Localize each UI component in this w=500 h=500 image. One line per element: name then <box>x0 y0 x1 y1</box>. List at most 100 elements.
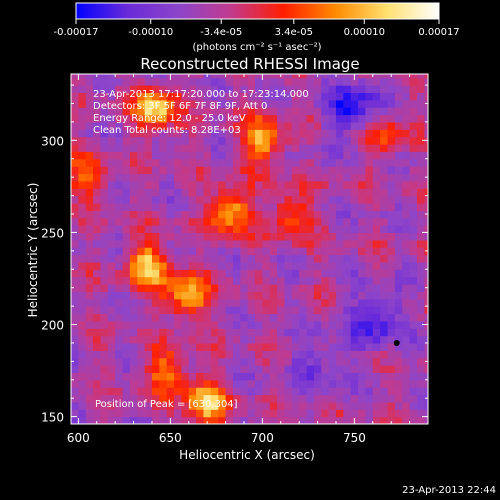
heatmap-cell <box>343 254 352 263</box>
heatmap-cell <box>181 92 190 101</box>
heatmap-cell <box>166 306 175 315</box>
heatmap-cell <box>144 284 153 292</box>
heatmap-cell <box>291 195 300 204</box>
heatmap-cell <box>387 284 396 292</box>
heatmap-cell <box>409 394 418 403</box>
heatmap-cell <box>402 320 411 329</box>
heatmap-cell <box>402 195 411 204</box>
heatmap-cell <box>166 409 175 418</box>
heatmap-cell <box>335 151 344 160</box>
heatmap-cell <box>137 357 146 366</box>
heatmap-cell <box>107 74 116 79</box>
heatmap-cell <box>277 144 286 152</box>
heatmap-cell <box>166 77 175 86</box>
heatmap-cell <box>409 387 418 396</box>
heatmap-cell <box>85 239 94 248</box>
heatmap-cell <box>284 166 293 175</box>
heatmap-cell <box>277 85 286 94</box>
heatmap-cell <box>240 372 249 381</box>
heatmap-cell <box>129 269 138 278</box>
heatmap-cell <box>306 291 315 300</box>
heatmap-cell <box>269 210 278 219</box>
heatmap-cell <box>181 166 190 175</box>
heatmap-cell <box>181 107 190 116</box>
heatmap-cell <box>255 401 263 410</box>
heatmap-cell <box>247 416 256 424</box>
heatmap-cell <box>225 409 234 418</box>
heatmap-cell <box>372 254 381 263</box>
heatmap-cell <box>380 284 389 292</box>
heatmap-cell <box>394 173 403 182</box>
heatmap-cell <box>365 350 374 359</box>
heatmap-cell <box>166 335 175 344</box>
heatmap-cell <box>144 365 153 374</box>
heatmap-cell <box>188 372 197 381</box>
heatmap-cell <box>365 335 374 344</box>
heatmap-cell <box>416 313 425 322</box>
heatmap-cell <box>424 342 428 351</box>
heatmap-cell <box>174 210 183 219</box>
heatmap-cell <box>122 320 131 329</box>
heatmap-cell <box>240 195 249 204</box>
y-tick-label: 300 <box>41 134 64 148</box>
heatmap-cell <box>210 298 219 307</box>
heatmap-cell <box>115 276 124 285</box>
heatmap-cell <box>225 394 234 403</box>
heatmap-cell <box>255 291 263 300</box>
heatmap-cell <box>365 379 374 388</box>
heatmap-cell <box>306 394 315 403</box>
heatmap-cell <box>424 379 428 388</box>
heatmap-cell <box>394 202 403 211</box>
heatmap-cell <box>78 357 87 366</box>
heatmap-cell <box>416 239 425 248</box>
y-tick-label: 150 <box>41 411 64 425</box>
heatmap-cell <box>350 121 359 130</box>
heatmap-cell <box>159 320 168 329</box>
heatmap-cell <box>93 365 102 374</box>
heatmap-cell <box>358 298 367 307</box>
heatmap-cell <box>85 365 94 374</box>
heatmap-cell <box>424 77 428 86</box>
heatmap-cell <box>313 144 322 152</box>
heatmap-cell <box>196 173 205 182</box>
heatmap-cell <box>380 144 389 152</box>
heatmap-cell <box>225 313 234 322</box>
heatmap-cell <box>166 291 175 300</box>
heatmap-cell <box>247 99 256 108</box>
heatmap-cell <box>107 269 116 278</box>
heatmap-cell <box>277 99 286 108</box>
heatmap-cell <box>225 306 234 315</box>
heatmap-cell <box>387 195 396 204</box>
heatmap-cell <box>291 77 300 86</box>
heatmap-cell <box>402 180 411 189</box>
heatmap-cell <box>144 269 153 278</box>
heatmap-cell <box>100 195 109 204</box>
heatmap-cell <box>225 335 234 344</box>
heatmap-cell <box>151 298 160 307</box>
heatmap-cell <box>358 320 367 329</box>
heatmap-cell <box>218 379 227 388</box>
heatmap-cell <box>350 239 359 248</box>
heatmap-cell <box>144 394 153 403</box>
heatmap-cell <box>262 173 271 182</box>
heatmap-cell <box>358 180 367 189</box>
heatmap-cell <box>203 379 212 388</box>
heatmap-cell <box>284 261 293 270</box>
heatmap-cell <box>100 136 109 145</box>
heatmap-cell <box>144 77 153 86</box>
heatmap-cell <box>232 276 241 285</box>
heatmap-cell <box>380 387 389 396</box>
heatmap-cell <box>100 416 109 424</box>
heatmap-cell <box>299 158 308 167</box>
heatmap-cell <box>188 320 197 329</box>
heatmap-cell <box>107 144 116 152</box>
heatmap-cell <box>159 202 168 211</box>
heatmap-cell <box>166 180 175 189</box>
heatmap-cell <box>174 136 183 145</box>
heatmap-cell <box>416 180 425 189</box>
y-tick-label: 200 <box>41 319 64 333</box>
heatmap-cell <box>218 276 227 285</box>
heatmap-cell <box>240 306 249 315</box>
heatmap-cell <box>277 291 286 300</box>
heatmap-cell <box>71 328 79 337</box>
